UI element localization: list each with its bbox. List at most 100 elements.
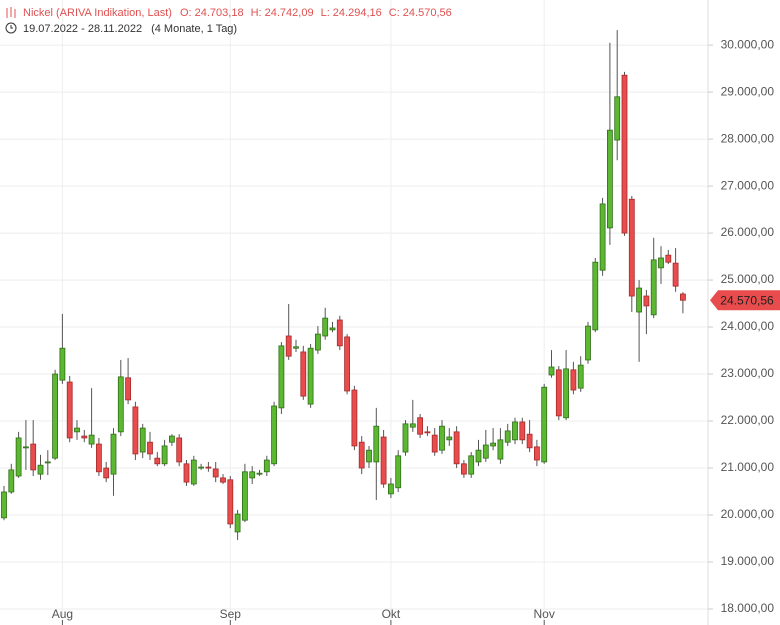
candle-body <box>161 445 168 465</box>
candle-body <box>431 434 438 453</box>
candle-body <box>125 377 131 401</box>
candle-body <box>1 491 7 519</box>
candle-body <box>256 472 263 475</box>
candle-body <box>497 439 504 460</box>
candle-body <box>417 417 424 435</box>
y-tick-label: 21.000,00 <box>721 460 775 474</box>
candle-body <box>190 459 197 485</box>
candle-body <box>658 257 664 269</box>
y-tick-label: 18.000,00 <box>721 601 775 615</box>
y-tick-label: 30.000,00 <box>721 37 775 51</box>
candle-body <box>322 317 329 337</box>
date-range: 19.07.2022 - 28.11.2022 <box>23 23 142 35</box>
candle-body <box>52 373 58 459</box>
candle-body <box>263 459 270 473</box>
candle-body <box>460 463 467 475</box>
candle-body <box>285 335 292 357</box>
candle-body <box>402 423 409 453</box>
candle-body <box>534 446 540 461</box>
ohlc-open: O: 24.703,18 <box>180 7 244 19</box>
candle-body <box>198 466 205 469</box>
candle-body <box>512 421 518 441</box>
candle-body <box>81 435 88 439</box>
candle-body <box>643 295 650 307</box>
candle-body <box>30 443 37 471</box>
candle-body <box>139 427 146 453</box>
candle-body <box>212 468 219 478</box>
candle-body <box>103 467 110 479</box>
ohlc-close: C: 24.570,56 <box>389 7 452 19</box>
price-tag-label: 24.570,56 <box>720 293 774 307</box>
candle-body <box>300 351 307 397</box>
y-tick-label: 22.000,00 <box>721 413 775 427</box>
candle-body <box>519 421 526 441</box>
x-tick-label: Aug <box>52 607 73 621</box>
x-tick-label: Nov <box>534 607 555 621</box>
ohlc-high: H: 24.742,09 <box>251 7 314 19</box>
candle-body <box>439 425 445 451</box>
candle-body <box>329 327 336 331</box>
candle-body <box>563 368 569 419</box>
candle-body <box>504 430 511 443</box>
header-icon <box>6 7 16 18</box>
candle-body <box>490 442 497 447</box>
candle-body <box>395 455 402 489</box>
candle-body <box>88 434 95 445</box>
y-tick-label: 26.000,00 <box>721 225 775 239</box>
y-tick-label: 19.000,00 <box>721 554 775 568</box>
candle-body <box>132 406 139 455</box>
candle-body <box>453 431 460 465</box>
candle-body <box>249 471 256 479</box>
candle-body <box>592 261 599 331</box>
y-tick-label: 23.000,00 <box>721 366 775 380</box>
y-tick-label: 25.000,00 <box>721 272 775 286</box>
candle-body <box>96 443 102 473</box>
candle-body <box>607 129 613 229</box>
clock-icon <box>5 22 17 34</box>
y-tick-label: 27.000,00 <box>721 178 775 192</box>
duration: (4 Monate, 1 Tag) <box>151 23 237 35</box>
candle-body <box>66 381 73 439</box>
candle-body <box>468 455 475 475</box>
candle-body <box>424 431 431 434</box>
candle-body <box>344 336 351 392</box>
candle-body <box>227 479 234 525</box>
candle-body <box>628 198 635 297</box>
candle-body <box>387 483 394 495</box>
candle-body <box>358 441 365 469</box>
candle-body <box>585 325 591 361</box>
candle-body <box>650 259 657 316</box>
candle-body <box>373 425 380 463</box>
candle-body <box>147 441 153 455</box>
candle-body <box>183 463 190 483</box>
y-tick-label: 24.000,00 <box>721 319 775 333</box>
x-tick-label: Sep <box>220 607 242 621</box>
candle-body <box>271 405 278 465</box>
candle-body <box>205 466 212 469</box>
ohlc-low: L: 24.294,16 <box>321 7 382 19</box>
y-tick-label: 29.000,00 <box>721 84 775 98</box>
x-tick-label: Okt <box>382 607 401 621</box>
candle-body <box>234 513 241 533</box>
candle-body <box>680 293 686 301</box>
candle-body <box>176 437 183 463</box>
candle-body <box>636 287 642 313</box>
candle-body <box>541 386 548 463</box>
candle-body <box>614 96 621 141</box>
candle-body <box>336 319 343 347</box>
candle-body <box>117 376 124 433</box>
candle-body <box>59 347 66 381</box>
candle-body <box>8 469 15 493</box>
candle-body <box>74 427 80 433</box>
y-tick-label: 20.000,00 <box>721 507 775 521</box>
candle-body <box>380 436 387 485</box>
candle-body <box>366 449 372 463</box>
candle-body <box>168 435 175 443</box>
candle-body <box>548 366 555 376</box>
candle-body <box>154 457 161 465</box>
candle-body <box>44 461 51 464</box>
price-tag <box>710 290 780 311</box>
candle-body <box>570 369 577 391</box>
candle-body <box>621 74 628 234</box>
